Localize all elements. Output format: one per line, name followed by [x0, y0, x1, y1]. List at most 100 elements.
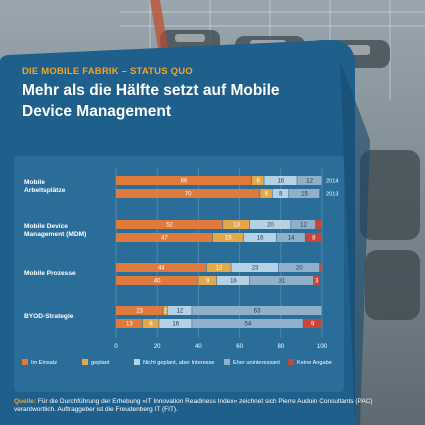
- bar-segment: [192, 306, 322, 315]
- year-label: 2013: [326, 192, 338, 198]
- bar-segment: [206, 263, 231, 272]
- data-label: 40: [154, 279, 161, 285]
- bar-segment: [116, 220, 223, 229]
- data-label: 12: [177, 309, 184, 315]
- data-label: 9: [311, 322, 315, 328]
- legend-label: Nicht geplant, aber Interesse: [143, 360, 215, 366]
- bar-segment: [116, 319, 143, 328]
- legend-label: geplant: [91, 360, 110, 366]
- legend-swatch: [82, 359, 88, 365]
- source-note: Quelle: Für die Durchführung der Erhebun…: [14, 398, 404, 414]
- kicker-title: DIE MOBILE FABRIK – STATUS QUO: [22, 66, 193, 77]
- data-label: 66: [181, 179, 188, 185]
- bar-segment: [116, 276, 198, 285]
- data-label: 12: [300, 223, 307, 229]
- bar-segment: [223, 220, 250, 229]
- data-label: 70: [185, 192, 192, 198]
- data-label: 23: [136, 309, 143, 315]
- x-tick-label: 80: [277, 344, 284, 350]
- data-label: 54: [244, 322, 251, 328]
- x-tick-label: 100: [317, 344, 328, 350]
- bar-segment: [231, 263, 279, 272]
- data-label: 15: [301, 192, 308, 198]
- bar-segment: [319, 263, 322, 272]
- bar-segment: [297, 176, 322, 185]
- bar-segment: [272, 189, 289, 198]
- bar-segment: [264, 176, 297, 185]
- data-label: 2: [164, 309, 168, 315]
- data-label: 16: [230, 279, 237, 285]
- bar-segment: [313, 276, 320, 285]
- bar-segment: [159, 319, 192, 328]
- bar-segment: [192, 319, 303, 328]
- category-label: BYOD-Strategie: [24, 313, 74, 320]
- data-label: 9: [206, 279, 210, 285]
- x-tick-label: 40: [195, 344, 202, 350]
- data-label: 16: [257, 236, 264, 242]
- data-label: 12: [306, 179, 313, 185]
- data-label: 8: [149, 322, 153, 328]
- bar-segment: [291, 220, 316, 229]
- data-label: 20: [296, 266, 303, 272]
- data-label: 6: [256, 179, 260, 185]
- bar-segment: [249, 276, 314, 285]
- bar-segment: [251, 176, 264, 185]
- bar-segment: [116, 176, 252, 185]
- bar-segment: [198, 276, 217, 285]
- bar-segment: [243, 233, 277, 242]
- bar-segment: [163, 306, 167, 315]
- bar-segment: [289, 189, 320, 198]
- bar-segment: [315, 220, 322, 229]
- data-label: 23: [252, 266, 259, 272]
- data-label: 52: [166, 223, 173, 229]
- category-label: Mobile Device Management (MDM): [24, 223, 86, 238]
- source-label: Quelle:: [14, 398, 37, 405]
- bar-segment: [303, 319, 322, 328]
- bar-segment: [212, 233, 244, 242]
- data-label: 15: [225, 236, 232, 242]
- bar-segment: [116, 306, 163, 315]
- data-label: 3: [315, 279, 319, 285]
- data-label: 16: [172, 322, 179, 328]
- bar-segment: [116, 233, 213, 242]
- bar-segment: [116, 189, 260, 198]
- bar-segment: [216, 276, 250, 285]
- bar-segment: [276, 233, 305, 242]
- x-tick-label: 20: [154, 344, 161, 350]
- year-label: 2014: [326, 179, 338, 185]
- legend-swatch: [22, 359, 28, 365]
- data-label: 31: [278, 279, 285, 285]
- legend-label: Keine Angabe: [297, 360, 332, 366]
- bar-segment: [305, 233, 322, 242]
- x-tick-label: 0: [114, 344, 118, 350]
- bar-segment: [167, 306, 192, 315]
- data-label: 8: [279, 192, 283, 198]
- data-label: 16: [277, 179, 284, 185]
- bar-segment: [249, 220, 291, 229]
- data-label: 63: [254, 309, 261, 315]
- legend-swatch: [134, 359, 140, 365]
- bar-segment: [260, 189, 272, 198]
- data-label: 13: [233, 223, 240, 229]
- data-label: 8: [312, 236, 316, 242]
- legend-label: Eher uninteressant: [233, 360, 280, 366]
- x-tick-label: 60: [236, 344, 243, 350]
- category-label: Mobile Prozesse: [24, 270, 76, 277]
- source-text: Für die Durchführung der Erhebung »IT In…: [14, 398, 373, 413]
- data-label: 14: [288, 236, 295, 242]
- data-label: 13: [126, 322, 133, 328]
- legend-swatch: [224, 359, 230, 365]
- headline: Mehr als die Hälfte setzt auf Mobile Dev…: [22, 82, 280, 120]
- data-label: 6: [265, 192, 269, 198]
- bar-segment: [142, 319, 159, 328]
- bar-segment: [116, 263, 207, 272]
- data-label: 44: [158, 266, 165, 272]
- legend-swatch: [288, 359, 294, 365]
- legend-label: Im Einsatz: [31, 360, 57, 366]
- chart-background: [14, 156, 344, 392]
- data-label: 20: [267, 223, 274, 229]
- category-label: Mobile Arbeitsplätze: [24, 179, 66, 194]
- data-label: 12: [216, 266, 223, 272]
- data-label: 47: [161, 236, 168, 242]
